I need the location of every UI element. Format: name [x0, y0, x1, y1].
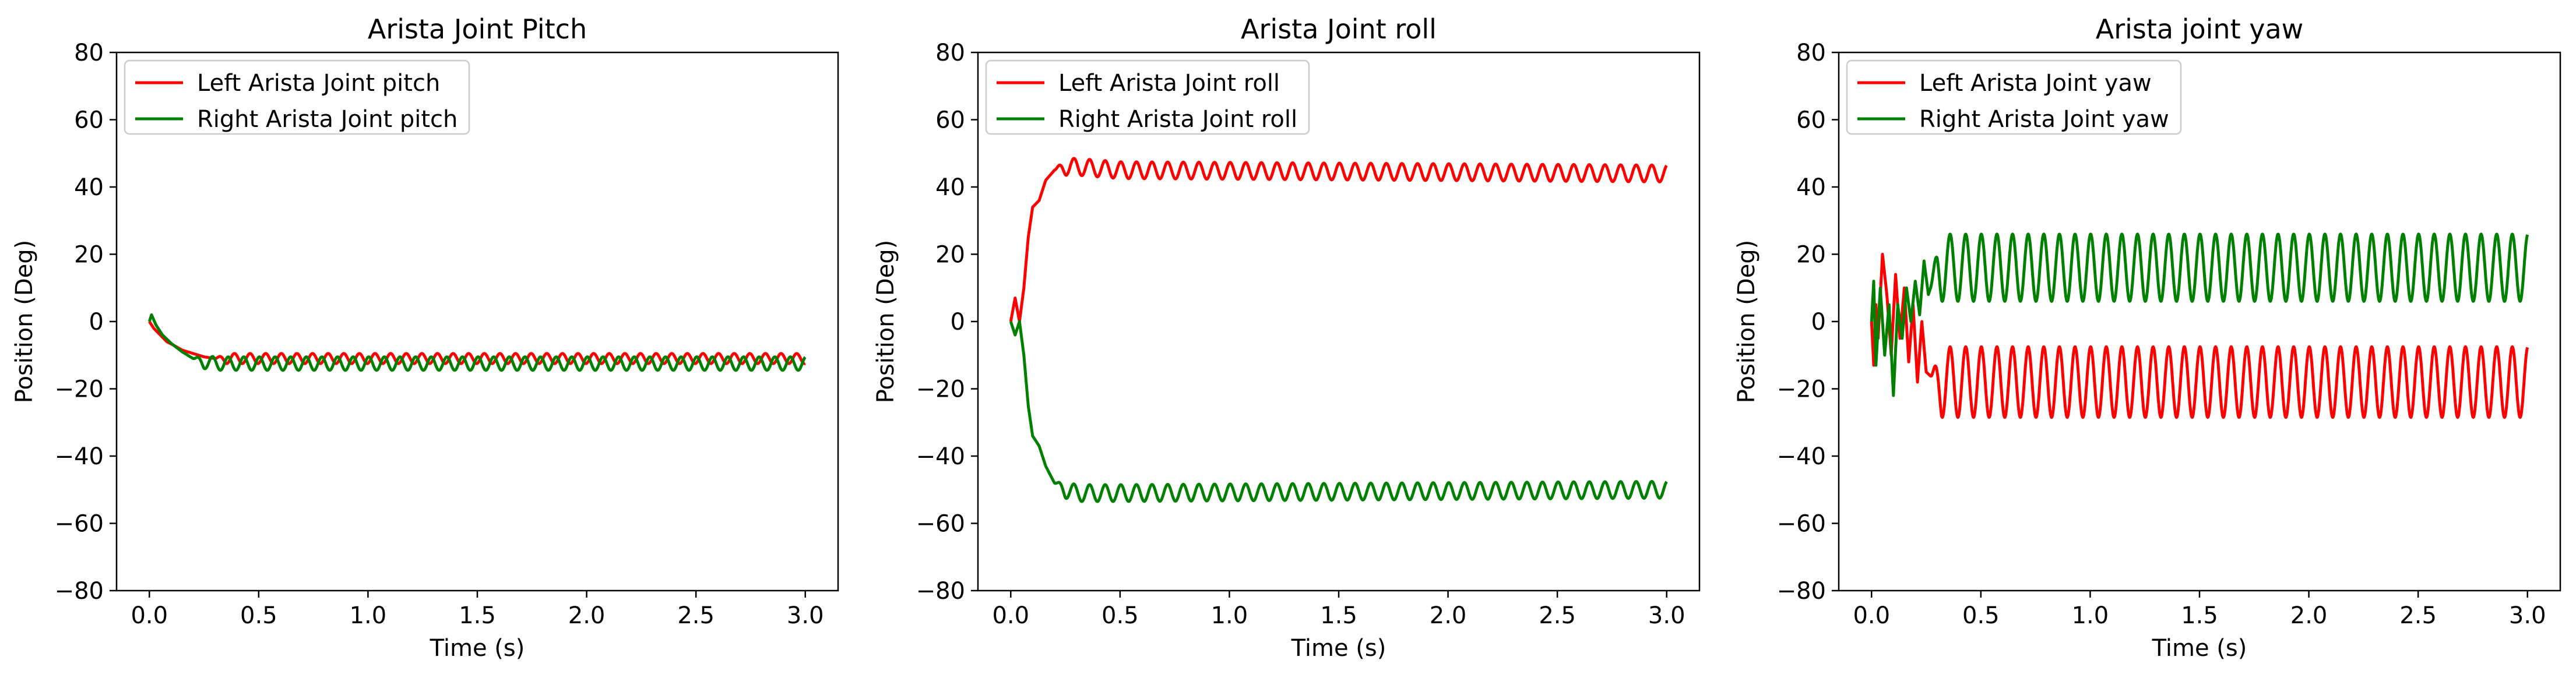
legend-label-right: Right Arista Joint yaw — [1919, 106, 2169, 133]
y-tick-label: −40 — [55, 443, 104, 470]
x-tick-label: 0.0 — [131, 602, 168, 629]
series-line-right — [1009, 320, 1668, 503]
y-tick-label: 0 — [1811, 309, 1826, 336]
x-tick-label: 2.5 — [677, 602, 715, 629]
y-tick-label: 40 — [74, 174, 104, 201]
x-tick-label: 2.0 — [1430, 602, 1467, 629]
y-tick-label: 80 — [74, 40, 104, 66]
x-tick-label: 2.5 — [1539, 602, 1576, 629]
x-tick-label: 0.5 — [240, 602, 277, 629]
x-tick-label: 3.0 — [2509, 602, 2546, 629]
x-tick-label: 2.0 — [2290, 602, 2328, 629]
y-axis-label: Position (Deg) — [11, 240, 38, 403]
y-tick-label: 60 — [1796, 107, 1826, 134]
x-tick-label: 1.5 — [459, 602, 496, 629]
x-tick-label: 3.0 — [787, 602, 824, 629]
x-tick-label: 2.5 — [2399, 602, 2437, 629]
y-tick-label: 0 — [89, 309, 104, 336]
x-tick-label: 0.0 — [992, 602, 1029, 629]
y-tick-label: −60 — [1777, 511, 1826, 538]
legend-label-left: Left Arista Joint pitch — [197, 70, 440, 97]
x-tick-label: 1.0 — [350, 602, 387, 629]
x-axis-label: Time (s) — [1291, 635, 1386, 662]
x-tick-label: 2.0 — [568, 602, 606, 629]
series-group — [147, 313, 807, 372]
legend-label-right: Right Arista Joint pitch — [197, 106, 458, 133]
legend-box — [985, 59, 1310, 135]
x-axis-label: Time (s) — [2152, 635, 2247, 662]
legend-label-right: Right Arista Joint roll — [1058, 106, 1297, 133]
y-tick-label: 40 — [1796, 174, 1826, 201]
chart-title: Arista joint yaw — [2096, 13, 2304, 45]
x-axis-label: Time (s) — [430, 635, 525, 662]
subplot-roll: 0.0 0.5 1.0 1.5 2.0 2.5 3.0 −80 −60 −40 −20 0 20 40 60… — [872, 13, 1701, 662]
x-tick-label: 1.0 — [1211, 602, 1248, 629]
y-tick-label: −40 — [1777, 443, 1826, 470]
y-tick-label: 80 — [1796, 40, 1826, 66]
y-tick-label: −20 — [1777, 376, 1826, 403]
y-tick-label: 60 — [935, 107, 965, 134]
series-line-right — [1870, 232, 2529, 397]
legend: Left Arista Joint pitch Right Arista Join… — [124, 59, 470, 135]
legend-box — [1846, 59, 2182, 135]
y-tick-label: −60 — [55, 511, 104, 538]
y-tick-label: −80 — [1777, 578, 1826, 605]
series-group — [1870, 232, 2529, 419]
y-tick-label: 80 — [935, 40, 965, 66]
y-tick-label: −60 — [916, 511, 965, 538]
legend-label-left: Left Arista Joint yaw — [1919, 70, 2152, 97]
y-axis-label: Position (Deg) — [872, 240, 899, 403]
series-line-left — [1009, 157, 1668, 323]
y-tick-label: −20 — [55, 376, 104, 403]
y-tick-label: 0 — [951, 309, 965, 336]
y-tick-label: 20 — [1796, 242, 1826, 269]
subplot-pitch: 0.0 0.5 1.0 1.5 2.0 2.5 3.0 −80 −60 −40 −20 0 20 40 60… — [11, 13, 839, 662]
chart-title: Arista Joint roll — [1241, 13, 1437, 45]
legend-label-left: Left Arista Joint roll — [1058, 70, 1280, 97]
subplot-yaw: 0.0 0.5 1.0 1.5 2.0 2.5 3.0 −80 −60 −40 −20 0 20 40 60… — [1733, 13, 2561, 662]
x-tick-label: 0.5 — [1102, 602, 1139, 629]
x-tick-label: 1.0 — [2072, 602, 2109, 629]
x-tick-label: 0.0 — [1853, 602, 1890, 629]
y-tick-label: −40 — [916, 443, 965, 470]
x-tick-label: 1.5 — [1320, 602, 1357, 629]
y-tick-label: −20 — [916, 376, 965, 403]
x-tick-label: 3.0 — [1648, 602, 1685, 629]
legend: Left Arista Joint roll Right Arista Joint… — [985, 59, 1310, 135]
y-tick-label: 20 — [74, 242, 104, 269]
x-tick-label: 1.5 — [2181, 602, 2218, 629]
y-tick-label: 20 — [935, 242, 965, 269]
series-group — [1009, 157, 1668, 503]
y-axis-label: Position (Deg) — [1733, 240, 1760, 403]
y-tick-label: −80 — [916, 578, 965, 605]
series-line-right — [147, 313, 807, 372]
legend-box — [124, 59, 470, 135]
series-line-left — [148, 320, 807, 365]
y-tick-label: 40 — [935, 174, 965, 201]
legend: Left Arista Joint yaw Right Arista Joint … — [1846, 59, 2182, 135]
y-tick-label: −80 — [55, 578, 104, 605]
series-line-left — [1870, 253, 2529, 419]
y-tick-label: 60 — [74, 107, 104, 134]
x-tick-label: 0.5 — [1962, 602, 2000, 629]
chart-title: Arista Joint Pitch — [368, 13, 587, 45]
